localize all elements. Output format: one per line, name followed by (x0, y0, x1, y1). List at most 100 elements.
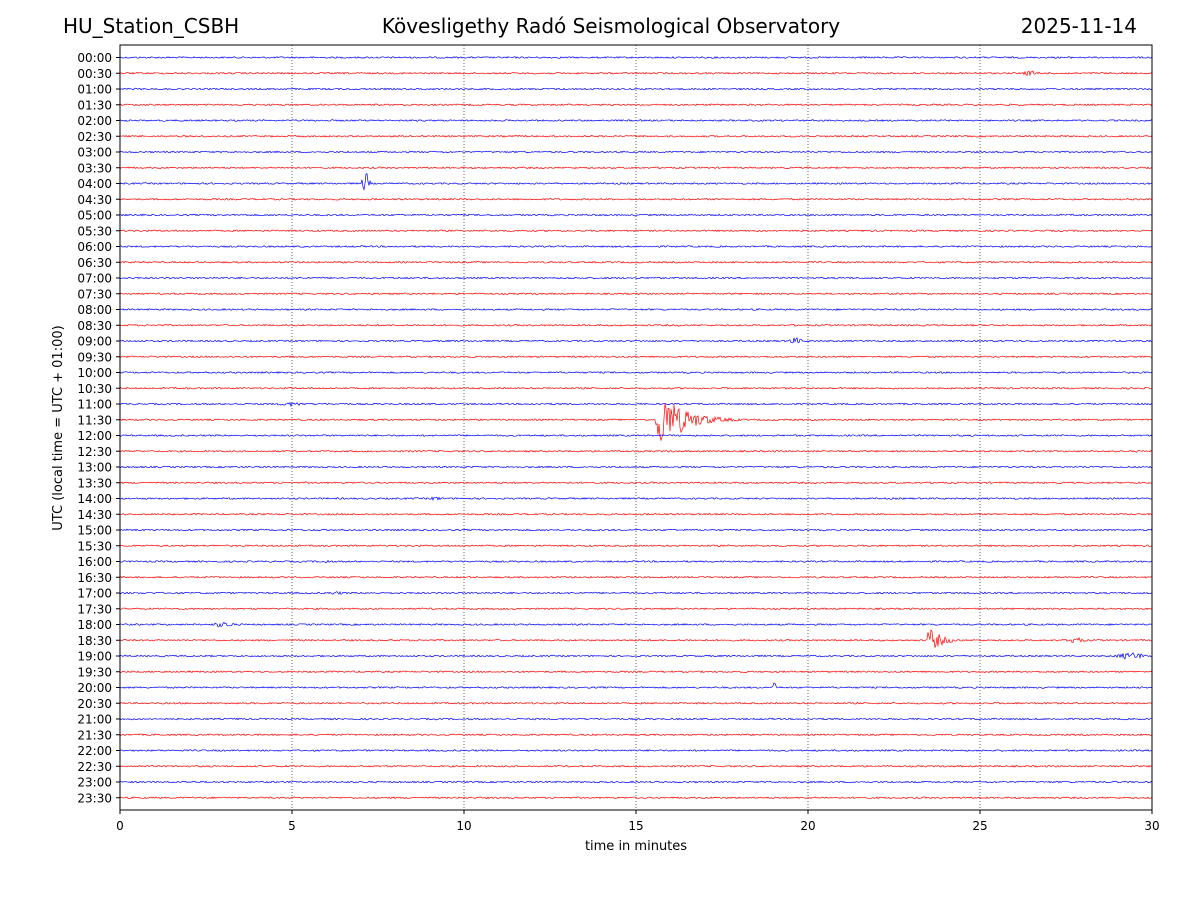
y-tick-label: 09:30 (77, 350, 112, 364)
y-tick-label: 03:30 (77, 161, 112, 175)
trace-line (119, 213, 1153, 217)
y-tick-label: 18:00 (77, 618, 112, 632)
y-tick-label: 05:00 (77, 209, 112, 223)
y-tick-label: 22:30 (77, 760, 112, 774)
x-tick-label: 10 (456, 819, 471, 833)
trace-line (119, 119, 1153, 122)
trace-line (119, 717, 1153, 721)
trace-line (119, 403, 1153, 442)
trace-line (119, 528, 1153, 532)
x-axis-label: time in minutes (585, 839, 687, 854)
trace-line (119, 575, 1153, 579)
trace-line (119, 749, 1153, 752)
trace-line (119, 245, 1153, 248)
trace-line (119, 401, 1153, 408)
trace-line (119, 197, 1153, 201)
y-tick-label: 04:00 (77, 177, 112, 191)
y-tick-label: 10:30 (77, 382, 112, 396)
trace-line (119, 166, 1153, 170)
y-tick-label: 17:30 (77, 602, 112, 616)
y-tick-label: 08:00 (77, 303, 112, 317)
y-tick-label: 20:30 (77, 697, 112, 711)
y-tick-label: 12:00 (77, 429, 112, 443)
trace-line (119, 173, 1153, 191)
trace-line (119, 276, 1153, 280)
y-tick-label: 14:00 (77, 492, 112, 506)
trace-line (119, 796, 1153, 800)
trace-line (119, 70, 1153, 77)
trace-line (119, 56, 1153, 59)
y-tick-label: 01:30 (77, 98, 112, 112)
date-label: 2025-11-14 (1020, 14, 1137, 38)
x-tick-label: 0 (116, 819, 124, 833)
trace-line (119, 590, 1153, 595)
trace-line (119, 465, 1153, 469)
y-tick-label: 08:30 (77, 319, 112, 333)
trace-line (119, 87, 1153, 91)
y-tick-label: 02:30 (77, 130, 112, 144)
y-tick-label: 23:00 (77, 776, 112, 790)
trace-line (119, 323, 1153, 327)
trace-line (119, 150, 1153, 154)
y-tick-label: 15:30 (77, 539, 112, 553)
trace-line (119, 780, 1153, 784)
trace-line (119, 355, 1153, 359)
y-tick-label: 16:00 (77, 555, 112, 569)
y-tick-label: 22:00 (77, 744, 112, 758)
trace-line (119, 544, 1153, 548)
trace-line (119, 652, 1153, 660)
trace-line (119, 386, 1153, 390)
trace-line (119, 559, 1153, 564)
y-tick-label: 10:00 (77, 366, 112, 380)
grid-lines (291, 45, 981, 810)
trace-line (119, 292, 1153, 296)
y-tick-label: 18:30 (77, 634, 112, 648)
trace-layer (119, 56, 1153, 800)
trace-line (119, 701, 1153, 705)
y-tick-label: 00:30 (77, 67, 112, 81)
x-tick-label: 30 (1144, 819, 1159, 833)
y-tick-label: 09:00 (77, 335, 112, 349)
x-tick-label: 25 (972, 819, 987, 833)
y-tick-label: 14:30 (77, 508, 112, 522)
y-tick-label: 21:00 (77, 713, 112, 727)
y-tick-label: 21:30 (77, 728, 112, 742)
x-tick-label: 5 (288, 819, 296, 833)
y-tick-label: 05:30 (77, 224, 112, 238)
trace-line (119, 434, 1153, 437)
y-tick-label: 06:30 (77, 256, 112, 270)
y-tick-label: 19:30 (77, 665, 112, 679)
y-tick-label: 15:00 (77, 524, 112, 538)
trace-line (119, 336, 1153, 344)
x-tick-labels: 0 5 10 15 20 25 30 (116, 810, 1160, 833)
y-tick-label: 20:00 (77, 681, 112, 695)
trace-line (119, 481, 1153, 485)
y-tick-label: 23:30 (77, 791, 112, 805)
chart-title: Kövesligethy Radó Seismological Observat… (381, 14, 841, 38)
trace-line (119, 512, 1153, 516)
y-tick-label: 00:00 (77, 51, 112, 65)
trace-line (119, 134, 1153, 138)
trace-line (119, 682, 1153, 689)
y-tick-label: 11:30 (77, 413, 112, 427)
y-tick-label: 11:00 (77, 398, 112, 412)
trace-line (119, 260, 1153, 264)
y-tick-label: 13:00 (77, 461, 112, 475)
x-tick-label: 20 (800, 819, 815, 833)
trace-line (119, 103, 1153, 107)
trace-line (119, 371, 1153, 374)
y-tick-label: 13:30 (77, 476, 112, 490)
y-tick-label: 19:00 (77, 650, 112, 664)
trace-line (119, 308, 1153, 311)
trace-line (119, 670, 1153, 674)
y-tick-label: 12:30 (77, 445, 112, 459)
trace-line (119, 449, 1153, 453)
y-tick-label: 02:00 (77, 114, 112, 128)
y-tick-label: 17:00 (77, 587, 112, 601)
trace-line (119, 733, 1153, 737)
trace-line (119, 628, 1153, 648)
y-tick-label: 03:00 (77, 146, 112, 160)
trace-line (119, 229, 1153, 233)
y-tick-label: 07:30 (77, 287, 112, 301)
